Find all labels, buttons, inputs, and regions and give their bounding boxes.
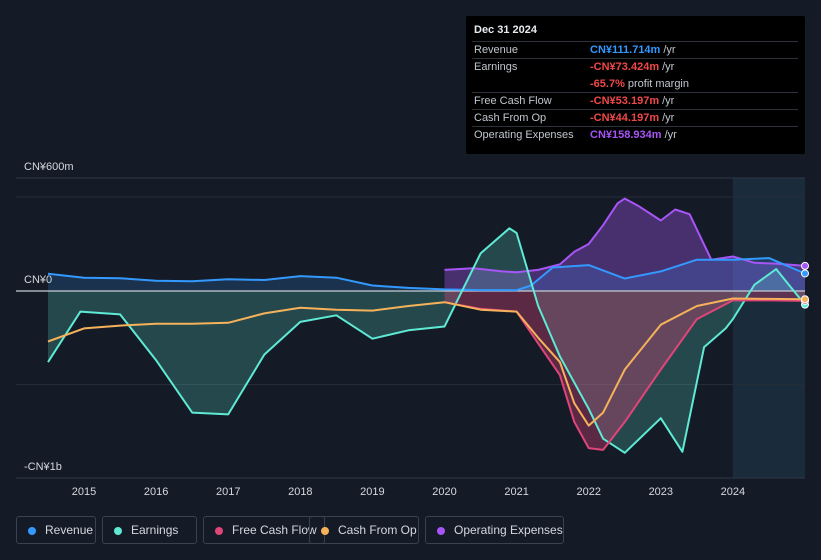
tooltip-row-earnings: Earnings -CN¥73.424m/yr (472, 58, 798, 76)
operating-expenses-line (444, 197, 806, 274)
cash-from-op-line (47, 297, 806, 427)
legend-item-revenue[interactable]: Revenue (16, 516, 96, 544)
free-cash-flow-dot-icon (215, 527, 223, 535)
tooltip-row-margin: -65.7% profit margin (472, 75, 798, 93)
legend-item-operating-expenses[interactable]: Operating Expenses (425, 516, 564, 544)
tooltip-label: Operating Expenses (474, 129, 574, 141)
tooltip-label: Free Cash Flow (474, 95, 552, 107)
cash-from-op-endpoint (801, 295, 809, 304)
revenue-dot-icon (28, 527, 36, 535)
legend-item-free-cash-flow[interactable]: Free Cash Flow (203, 516, 325, 544)
tooltip-label: Revenue (474, 44, 519, 56)
legend-item-cash-from-op[interactable]: Cash From Op (309, 516, 419, 544)
earnings-dot-icon (114, 527, 122, 535)
x-axis-ticks: 2015 2016 2017 2018 2019 2020 2021 2022 2023 2024 (72, 486, 745, 498)
tooltip-row-cfo: Cash From Op -CN¥44.197m/yr (472, 109, 798, 127)
tooltip-panel: Dec 31 2024 Revenue CN¥111.714m/yr Earni… (466, 16, 805, 154)
operating-expenses-dot-icon (437, 527, 445, 535)
y-label-zero: CN¥0 (24, 274, 52, 286)
revenue-endpoint (801, 269, 809, 278)
legend-label: Cash From Op (338, 523, 417, 537)
x-tick-label: 2015 (72, 486, 96, 498)
tooltip-label: Earnings (474, 61, 518, 73)
operating-expenses-area (444, 198, 805, 291)
tooltip-label: Cash From Op (474, 112, 547, 124)
legend-label: Revenue (45, 523, 94, 537)
x-tick-label: 2018 (288, 486, 312, 498)
earnings-area (48, 228, 805, 453)
tooltip-value: -CN¥44.197m/yr (590, 112, 675, 124)
cash-from-op-dot-icon (321, 527, 329, 535)
tooltip-row-revenue: Revenue CN¥111.714m/yr (472, 41, 798, 59)
tooltip-row-opex: Operating Expenses CN¥158.934m/yr (472, 126, 798, 144)
series-endpoints (801, 261, 809, 309)
operating-expenses-endpoint (801, 261, 809, 270)
tooltip-value: -65.7% profit margin (590, 78, 689, 90)
tooltip-value: -CN¥53.197m/yr (590, 95, 675, 107)
x-tick-label: 2024 (721, 486, 745, 498)
tooltip-value: CN¥111.714m/yr (590, 44, 676, 56)
y-label-bottom: -CN¥1b (24, 461, 62, 473)
x-tick-label: 2017 (216, 486, 240, 498)
tooltip-row-fcf: Free Cash Flow -CN¥53.197m/yr (472, 92, 798, 110)
y-label-top: CN¥600m (24, 161, 74, 173)
series-lines (47, 197, 806, 454)
tooltip-value: -CN¥73.424m/yr (590, 61, 675, 73)
legend-label: Earnings (131, 523, 179, 537)
legend-label: Free Cash Flow (232, 523, 317, 537)
tooltip-date: Dec 31 2024 (474, 24, 537, 36)
x-tick-label: 2023 (649, 486, 673, 498)
tooltip-value: CN¥158.934m/yr (590, 129, 677, 141)
x-tick-label: 2016 (144, 486, 168, 498)
legend-item-earnings[interactable]: Earnings (102, 516, 197, 544)
x-tick-label: 2022 (576, 486, 600, 498)
revenue-area (48, 258, 805, 291)
x-tick-label: 2020 (432, 486, 456, 498)
earnings-line (47, 227, 806, 454)
x-tick-label: 2021 (504, 486, 528, 498)
x-tick-label: 2019 (360, 486, 384, 498)
revenue-line (47, 257, 806, 292)
forecast-highlight-band (732, 178, 805, 478)
legend-label: Operating Expenses (454, 523, 563, 537)
